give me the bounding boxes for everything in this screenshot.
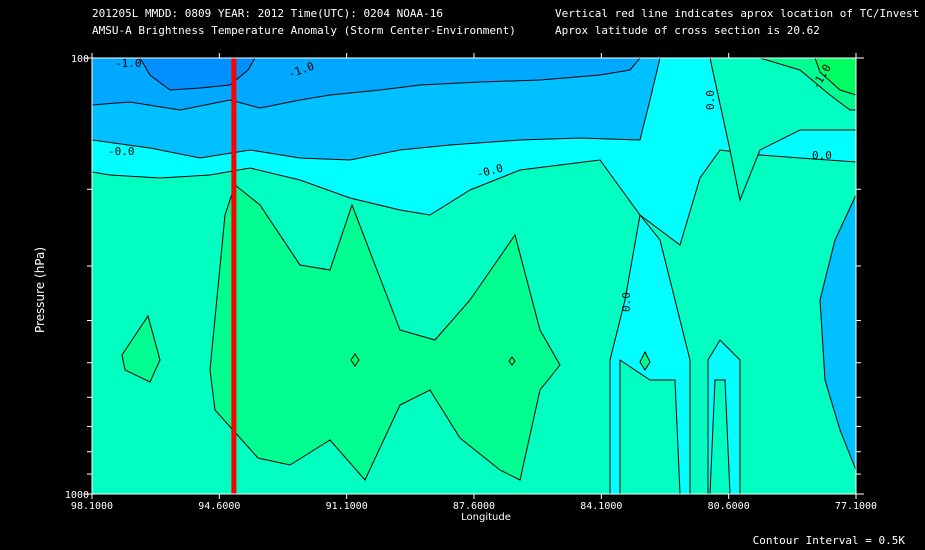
x-tick-label: 87.6000 xyxy=(453,501,495,512)
x-tick-label: 80.6000 xyxy=(708,501,750,512)
contour-label-5: 0.0 xyxy=(704,90,717,110)
storm-center-line xyxy=(231,58,237,494)
contour-label-3: -0.0 xyxy=(108,145,135,158)
diamond-1 xyxy=(639,350,651,371)
header-line1-right: Vertical red line indicates aprox locati… xyxy=(555,7,920,20)
header-line2-left: AMSU-A Brightness Temperature Anomaly (S… xyxy=(92,24,516,37)
band-level-pos05 xyxy=(209,184,561,481)
diamond-3 xyxy=(508,356,516,366)
x-tick-label: 94.6000 xyxy=(198,501,240,512)
plot-area: -1.0 -1.0 -0.0 -0.0 0.0 0.0 0.0 -1.0 xyxy=(91,57,857,495)
band-level-pos05-small xyxy=(121,314,161,383)
contour-interval: Contour Interval = 0.5K xyxy=(753,534,906,547)
header-line2-right: Aprox latitude of cross section is 20.62 xyxy=(555,24,820,37)
axes: 98.1000 94.6000 91.1000 87.6000 84.1000 80.60… xyxy=(65,53,877,512)
x-axis-label: Longitude xyxy=(461,512,511,523)
contour-label-6: 0.0 xyxy=(812,149,832,162)
y-tick-label: 100 xyxy=(71,54,89,65)
x-tick-label: 98.1000 xyxy=(71,501,113,512)
x-tick-label: 84.1000 xyxy=(580,501,622,512)
header-line1-left: 201205L MMDD: 0809 YEAR: 2012 Time(UTC):… xyxy=(92,7,443,20)
x-tick-label: 77.1000 xyxy=(835,501,877,512)
contour-label-7: 0.0 xyxy=(620,292,633,312)
y-tick-label: 1000 xyxy=(65,490,89,501)
diamond-2 xyxy=(350,353,360,367)
y-axis-label: Pressure (hPa) xyxy=(33,247,47,333)
contour-label-1: -1.0 xyxy=(115,57,142,70)
band-level-neg2 xyxy=(139,57,256,91)
x-tick-label: 91.1000 xyxy=(326,501,368,512)
